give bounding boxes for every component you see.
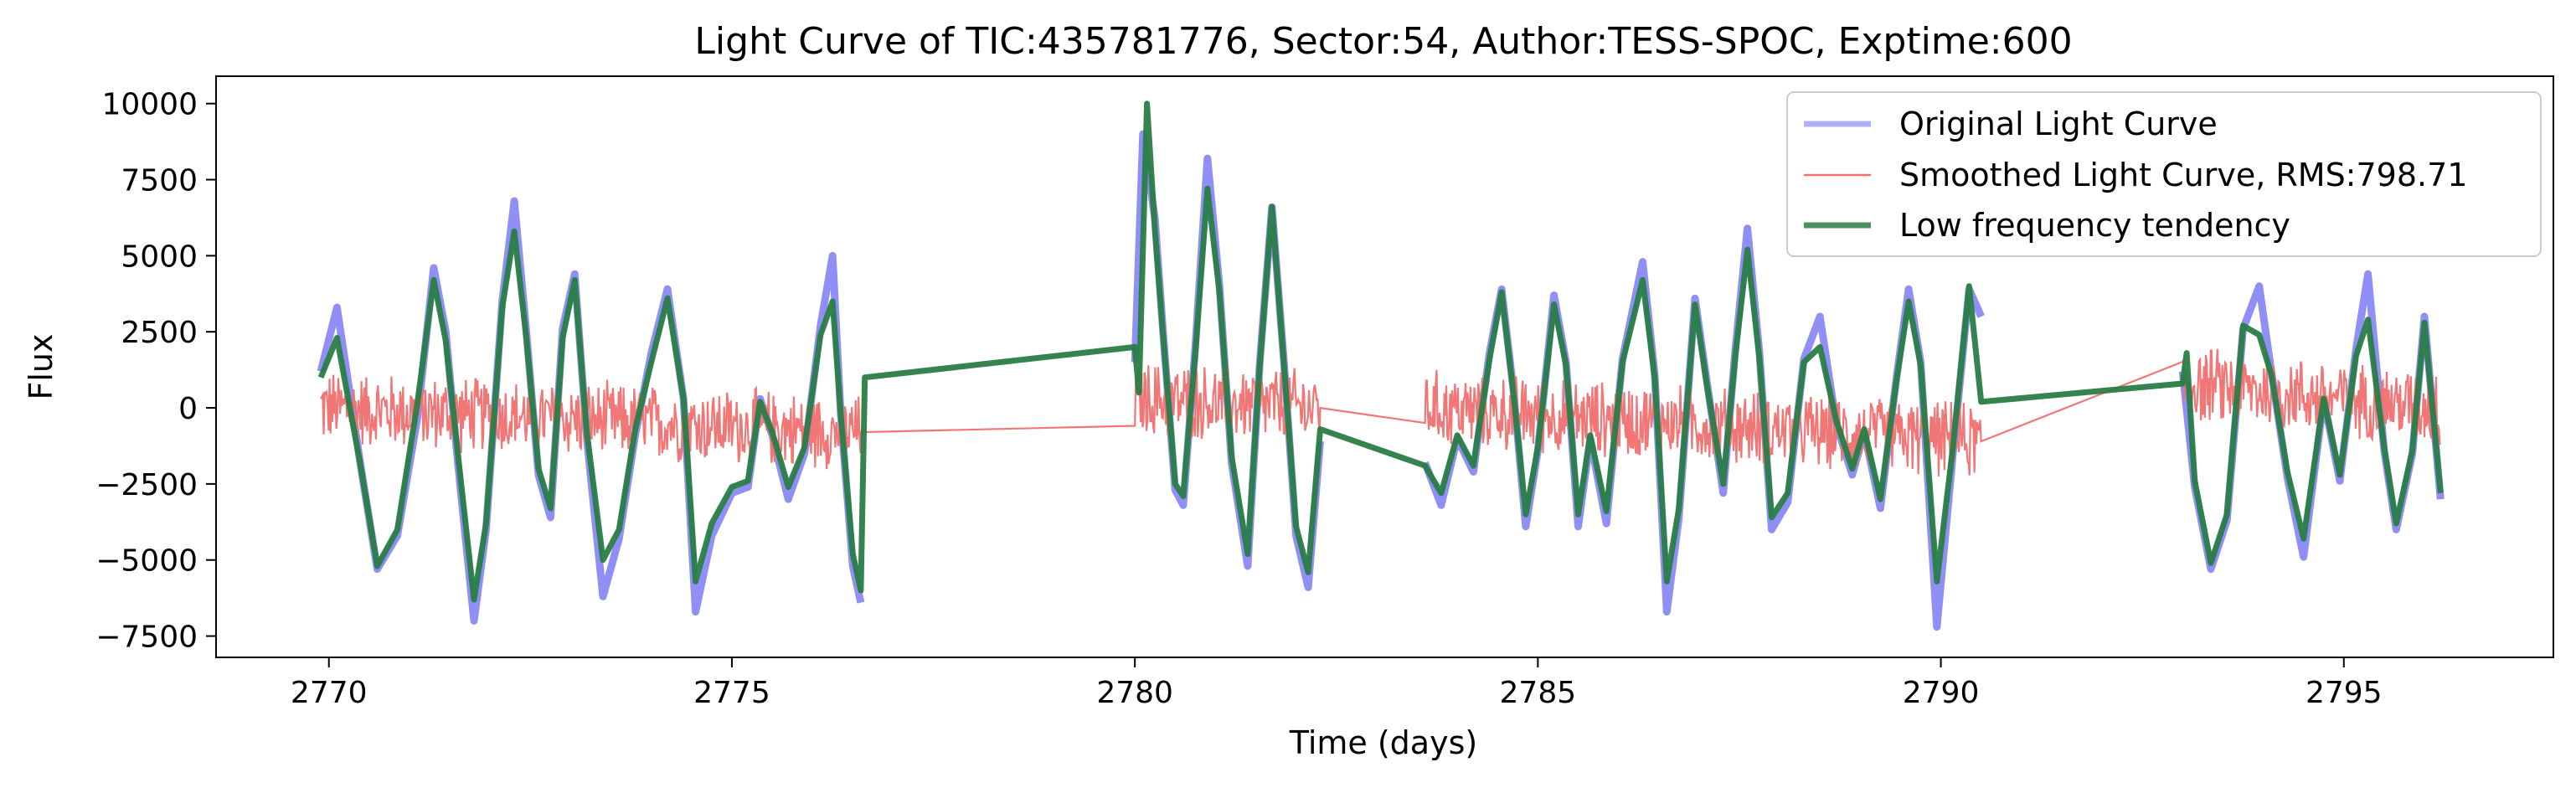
legend-label-original: Original Light Curve	[1899, 106, 2218, 142]
y-axis: −7500 −5000 −2500 0 2500 5000 7500 10000	[95, 88, 216, 655]
y-tick-label: 2500	[121, 316, 198, 350]
x-tick-label: 2790	[1903, 676, 1980, 710]
y-tick-label: −5000	[95, 544, 198, 579]
y-tick-label: −2500	[95, 468, 198, 502]
legend-label-smoothed: Smoothed Light Curve, RMS:798.71	[1899, 157, 2467, 193]
y-tick-label: 5000	[121, 239, 198, 274]
legend: Original Light Curve Smoothed Light Curv…	[1786, 91, 2542, 257]
x-tick-label: 2780	[1096, 676, 1173, 710]
x-tick-label: 2775	[693, 676, 770, 710]
y-axis-label: Flux	[23, 334, 59, 400]
axes-frame	[215, 75, 2554, 658]
low-frequency-curve	[317, 100, 2444, 603]
x-axis: 2770 2775 2780 2785 2790 2795	[291, 657, 2383, 710]
y-tick-label: −7500	[95, 621, 198, 655]
x-tick-label: 2770	[291, 676, 368, 710]
y-tick-label: 10000	[101, 88, 198, 122]
y-tick-label: 0	[178, 392, 198, 426]
x-tick-label: 2785	[1500, 676, 1577, 710]
legend-label-low-frequency: Low frequency tendency	[1899, 207, 2290, 244]
x-tick-label: 2795	[2306, 676, 2383, 710]
x-axis-label: Time (days)	[1289, 724, 1477, 761]
chart-title: Light Curve of TIC:435781776, Sector:54,…	[694, 20, 2072, 63]
legend-box	[1786, 91, 2542, 257]
y-tick-label: 7500	[121, 164, 198, 198]
